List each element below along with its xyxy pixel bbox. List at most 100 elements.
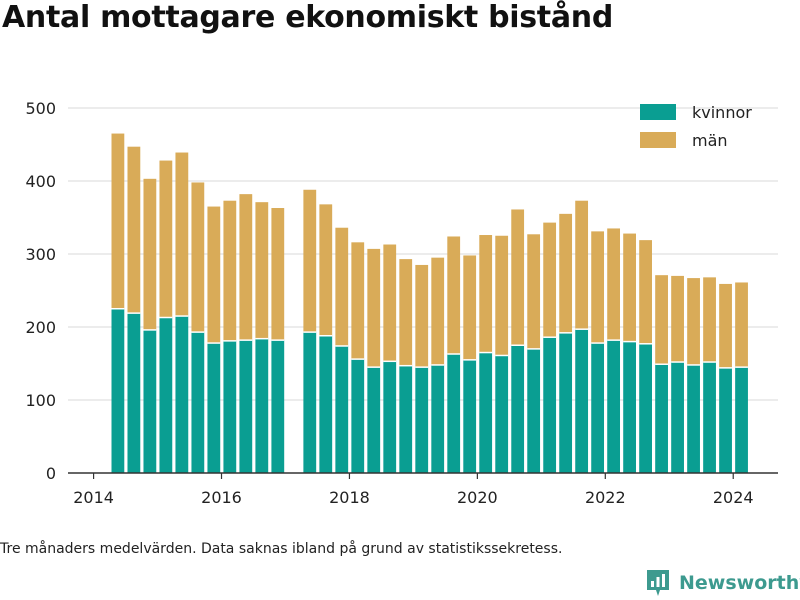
- bar-man-7: [223, 200, 237, 341]
- bar-man-22: [479, 235, 493, 353]
- legend: kvinnor män: [640, 98, 752, 154]
- y-axis: 0 100 200 300 400 500: [25, 99, 56, 483]
- bar-kvinnor-14: [351, 359, 365, 473]
- bar-kvinnor-12: [319, 335, 333, 473]
- bar-man-26: [543, 222, 557, 338]
- bar-man-19: [431, 257, 445, 365]
- y-tick-label: 0: [46, 464, 56, 483]
- bar-kvinnor-21: [463, 359, 477, 473]
- bar-kvinnor-27: [559, 332, 573, 473]
- bar-kvinnor-37: [719, 367, 732, 473]
- bar-kvinnor-30: [607, 340, 621, 473]
- bar-man-33: [655, 275, 668, 365]
- brand-name: Newsworthy: [679, 572, 800, 594]
- bar-kvinnor-25: [527, 348, 541, 473]
- bar-kvinnor-10: [271, 340, 285, 473]
- bar-kvinnor-7: [223, 340, 237, 473]
- y-tick-label: 400: [25, 172, 56, 191]
- bar-kvinnor-15: [367, 367, 381, 473]
- bar-man-3: [159, 160, 173, 318]
- bar-man-28: [575, 200, 589, 330]
- legend-label-kvinnor: kvinnor: [692, 102, 752, 122]
- bar-kvinnor-20: [447, 354, 461, 473]
- bar-man-27: [559, 213, 573, 333]
- bar-man-6: [207, 206, 221, 344]
- bar-kvinnor-6: [207, 343, 221, 473]
- bar-man-4: [175, 152, 189, 317]
- bar-kvinnor-8: [239, 340, 253, 473]
- bar-man-12: [319, 204, 333, 336]
- bar-man-13: [335, 227, 349, 346]
- bar-kvinnor-19: [431, 364, 445, 473]
- bar-kvinnor-4: [175, 316, 189, 473]
- x-tick-label: 2016: [201, 488, 242, 507]
- bar-man-23: [495, 235, 509, 356]
- bar-man-32: [639, 240, 652, 344]
- y-tick-label: 300: [25, 245, 56, 264]
- y-tick-label: 500: [25, 99, 56, 118]
- bar-man-0: [111, 133, 125, 309]
- x-tick-label: 2014: [73, 488, 114, 507]
- bar-man-35: [687, 278, 700, 365]
- bar-kvinnor-29: [591, 343, 605, 473]
- bar-man-36: [703, 277, 716, 363]
- legend-item-kvinnor: kvinnor: [640, 98, 752, 126]
- bar-man-24: [511, 209, 525, 346]
- bar-kvinnor-2: [143, 329, 157, 473]
- bar-man-11: [303, 189, 317, 333]
- bar-man-16: [383, 244, 397, 362]
- chart-title: Antal mottagare ekonomiskt bistånd: [2, 0, 614, 35]
- bars: [111, 133, 748, 473]
- bar-man-8: [239, 194, 253, 341]
- bar-man-34: [671, 275, 684, 363]
- bar-kvinnor-11: [303, 332, 317, 473]
- x-tick-label: 2024: [713, 488, 754, 507]
- bar-man-37: [719, 283, 732, 368]
- bar-man-1: [127, 146, 141, 314]
- newsworthy-logo-icon: [647, 570, 669, 596]
- bar-kvinnor-9: [255, 338, 269, 473]
- brand-logo[interactable]: Newsworthy: [645, 568, 800, 598]
- bar-kvinnor-17: [399, 365, 413, 473]
- bar-man-30: [607, 228, 621, 341]
- bar-man-25: [527, 234, 541, 349]
- bar-man-15: [367, 248, 381, 368]
- bar-kvinnor-3: [159, 317, 173, 473]
- bar-kvinnor-16: [383, 361, 397, 473]
- x-tick-label: 2018: [329, 488, 370, 507]
- bar-man-17: [399, 259, 413, 366]
- bar-kvinnor-13: [335, 345, 349, 473]
- bar-kvinnor-36: [703, 362, 716, 473]
- y-tick-label: 200: [25, 318, 56, 337]
- bar-man-21: [463, 255, 477, 360]
- bar-kvinnor-34: [671, 362, 684, 473]
- bar-kvinnor-33: [655, 364, 668, 473]
- bar-kvinnor-1: [127, 313, 141, 473]
- x-axis: 2014 2016 2018 2020 2022 2024: [68, 472, 778, 507]
- footnote: Tre månaders medelvärden. Data saknas ib…: [0, 541, 563, 557]
- bar-man-29: [591, 231, 605, 344]
- bar-kvinnor-23: [495, 355, 509, 473]
- x-tick-label: 2022: [585, 488, 626, 507]
- bar-man-14: [351, 242, 365, 360]
- y-tick-label: 100: [25, 391, 56, 410]
- bar-man-5: [191, 182, 205, 333]
- bar-kvinnor-24: [511, 345, 525, 473]
- bar-kvinnor-22: [479, 352, 493, 473]
- bar-man-2: [143, 178, 157, 330]
- x-tick-label: 2020: [457, 488, 498, 507]
- bar-man-20: [447, 236, 461, 355]
- bar-kvinnor-31: [623, 341, 636, 473]
- bar-man-18: [415, 264, 429, 368]
- bar-kvinnor-32: [639, 343, 652, 473]
- bar-kvinnor-35: [687, 364, 700, 473]
- bar-kvinnor-38: [735, 367, 748, 473]
- bar-kvinnor-26: [543, 337, 557, 473]
- bar-man-9: [255, 202, 269, 339]
- bar-kvinnor-28: [575, 329, 589, 473]
- bar-man-31: [623, 233, 636, 342]
- bar-kvinnor-5: [191, 332, 205, 473]
- bar-man-38: [735, 282, 748, 368]
- bar-kvinnor-0: [111, 308, 125, 473]
